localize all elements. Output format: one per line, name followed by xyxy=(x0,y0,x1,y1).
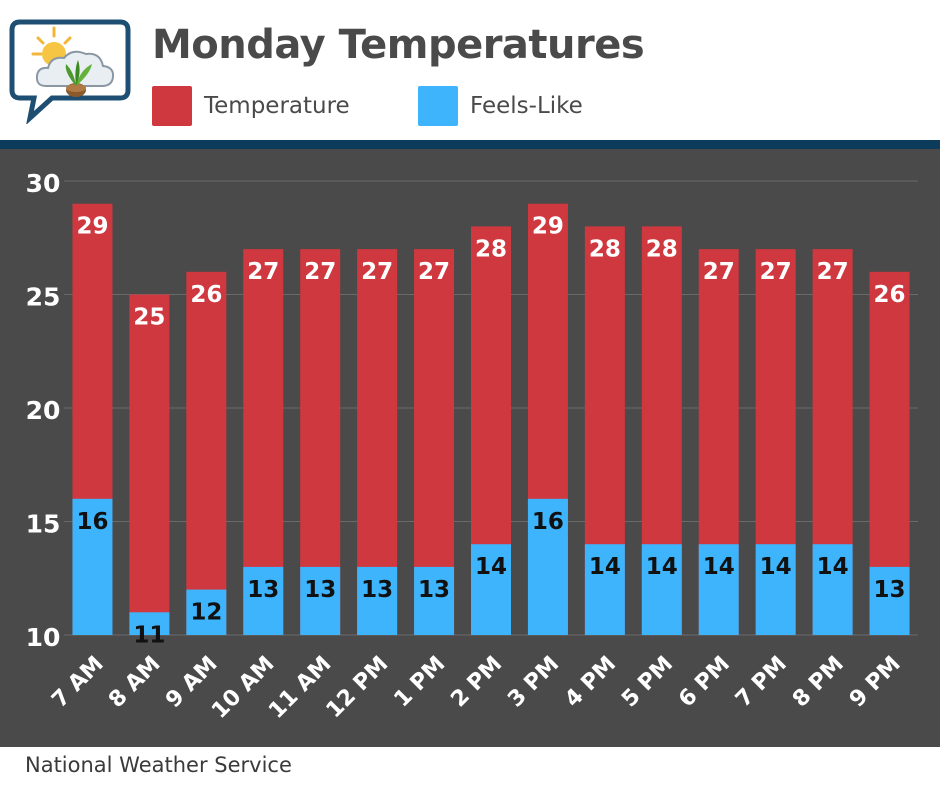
data-label-feels-like: 12 xyxy=(190,600,222,626)
data-label-feels-like: 16 xyxy=(76,509,108,535)
data-label-feels-like: 13 xyxy=(874,577,906,603)
bar-feels-like-9 xyxy=(527,498,568,635)
data-label-temperature: 26 xyxy=(874,282,906,308)
data-label-temperature: 28 xyxy=(646,236,678,262)
data-label-temperature: 28 xyxy=(589,236,621,262)
data-label-temperature: 27 xyxy=(247,259,279,285)
bar-temperature-3 xyxy=(186,271,227,635)
data-label-temperature: 27 xyxy=(817,259,849,285)
data-label-feels-like: 16 xyxy=(532,509,564,535)
y-tick-label: 15 xyxy=(26,510,61,539)
x-tick-label: 2 PM xyxy=(446,652,507,713)
data-label-feels-like: 14 xyxy=(475,554,507,580)
y-tick-label: 25 xyxy=(26,283,61,312)
x-tick-label: 4 PM xyxy=(560,652,621,713)
weather-logo-icon xyxy=(9,19,131,124)
data-label-temperature: 27 xyxy=(760,259,792,285)
data-label-feels-like: 14 xyxy=(760,554,792,580)
x-tick-label: 3 PM xyxy=(503,652,564,713)
x-tick-label: 12 PM xyxy=(322,652,394,724)
y-tick-label: 30 xyxy=(26,169,61,198)
x-tick-label: 7 AM xyxy=(47,652,108,713)
x-tick-label: 11 AM xyxy=(264,652,336,724)
data-label-feels-like: 11 xyxy=(133,622,165,648)
x-tick-label: 5 PM xyxy=(617,652,678,713)
x-tick-label: 6 PM xyxy=(674,652,735,713)
bar-feels-like-13 xyxy=(755,544,796,635)
x-tick-label: 10 AM xyxy=(207,652,279,724)
legend-swatch-temperature xyxy=(152,86,192,126)
y-tick-label: 10 xyxy=(26,623,61,652)
source-credit: National Weather Service xyxy=(25,753,292,777)
bar-feels-like-8 xyxy=(471,544,511,635)
x-tick-label: 1 PM xyxy=(390,652,451,713)
data-label-temperature: 27 xyxy=(418,259,450,285)
data-label-feels-like: 13 xyxy=(304,577,336,603)
bar-feels-like-1 xyxy=(72,498,113,635)
header-divider-band xyxy=(0,140,940,149)
plot-area: 10 15 20 25 30 29 16 7 AM 25 11 8 AM 26 12 9 AM 27 13 10… xyxy=(0,149,940,747)
bar-feels-like-14 xyxy=(812,544,853,635)
data-label-feels-like: 13 xyxy=(247,577,279,603)
data-label-temperature: 26 xyxy=(190,282,222,308)
bar-temperature-2 xyxy=(129,294,170,635)
data-label-temperature: 27 xyxy=(304,259,336,285)
header: Monday Temperatures Temperature Feels-Li… xyxy=(0,0,940,140)
data-label-feels-like: 13 xyxy=(418,577,450,603)
legend-feels-like: Feels-Like xyxy=(418,86,583,126)
chart-title: Monday Temperatures xyxy=(152,22,645,68)
legend-label-temperature: Temperature xyxy=(204,93,350,119)
bar-feels-like-10 xyxy=(584,544,625,635)
data-label-temperature: 29 xyxy=(532,214,564,240)
data-label-feels-like: 14 xyxy=(646,554,678,580)
data-label-feels-like: 14 xyxy=(589,554,621,580)
x-tick-label: 7 PM xyxy=(731,652,792,713)
data-label-feels-like: 13 xyxy=(361,577,393,603)
x-tick-label: 8 PM xyxy=(788,652,849,713)
data-label-temperature: 25 xyxy=(133,305,165,331)
legend-swatch-feels-like xyxy=(418,86,458,126)
bar-feels-like-6 xyxy=(357,566,398,635)
bar-feels-like-15 xyxy=(869,566,910,635)
bar-feels-like-4 xyxy=(243,566,284,635)
bar-feels-like-11 xyxy=(641,544,682,635)
y-tick-label: 20 xyxy=(26,396,61,425)
bar-feels-like-3 xyxy=(186,589,227,635)
data-label-temperature: 29 xyxy=(76,214,108,240)
bar-feels-like-2 xyxy=(129,612,170,635)
data-label-feels-like: 14 xyxy=(703,554,735,580)
x-tick-label: 9 PM xyxy=(845,652,906,713)
bar-feels-like-5 xyxy=(300,566,341,635)
data-label-temperature: 28 xyxy=(475,236,507,262)
data-label-temperature: 27 xyxy=(703,259,735,285)
data-label-feels-like: 14 xyxy=(817,554,849,580)
bar-feels-like-7 xyxy=(414,566,455,635)
legend-label-feels-like: Feels-Like xyxy=(470,93,583,119)
legend-temperature: Temperature xyxy=(152,86,350,126)
data-label-temperature: 27 xyxy=(361,259,393,285)
x-tick-label: 8 AM xyxy=(104,652,165,713)
bar-feels-like-12 xyxy=(698,544,739,635)
